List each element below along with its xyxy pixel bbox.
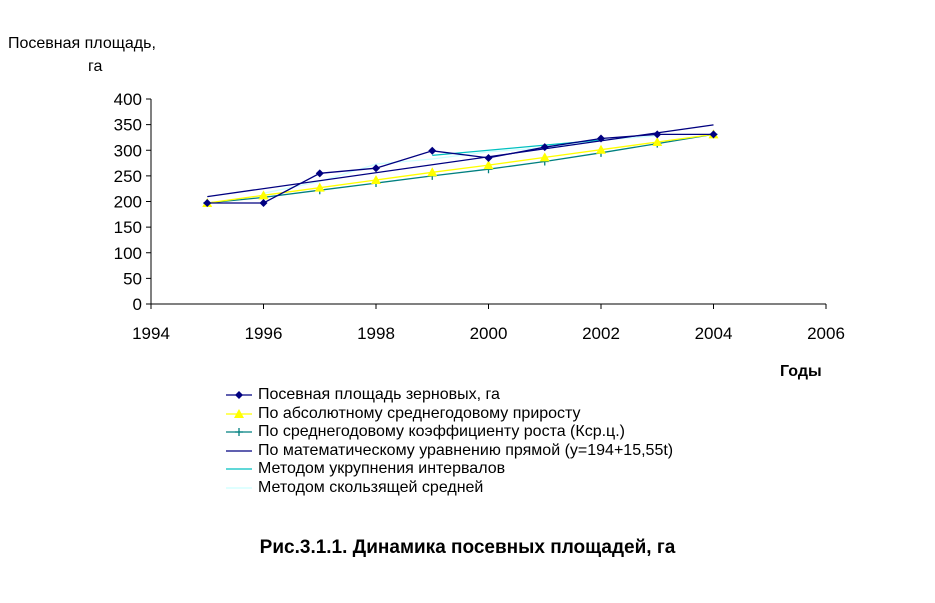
chart-series [202,124,719,208]
legend-key-2 [226,408,252,418]
legend-label: Методом укрупнения интервалов [258,460,506,477]
data-point [484,153,493,162]
data-point [371,174,381,184]
y-tick-label: 350 [114,116,142,135]
legend-label: Методом скользящей средней [258,478,484,496]
x-axis-label: Годы [780,363,822,380]
legend-key-4 [226,450,252,452]
legend-label: По среднегодовому коэффициенту роста (Кс… [258,423,625,440]
legend-label: Посевная площадь зерновых, га [258,386,500,403]
legend-key-marker [234,408,244,418]
series-6 [263,135,658,194]
chart-axes: 0 50 100 150 200 250 300 350 400 1994 1996 1998 2000… [114,90,845,343]
legend-key-marker [235,428,243,437]
x-tick-label: 1998 [357,324,395,343]
x-tick-label: 1996 [245,324,283,343]
data-point [427,167,438,177]
legend-label: По математическому уравнению прямой (y=1… [258,441,674,459]
figure-caption: Рис.3.1.1. Динамика посевных площадей, г… [259,537,676,558]
x-tick-label: 1994 [132,324,170,343]
data-point [652,137,663,147]
series-line [207,133,714,204]
series-line [263,135,658,194]
data-point [539,152,550,162]
x-tick-label: 2000 [470,324,508,343]
x-tick-label: 2006 [807,324,845,343]
legend-key-marker [235,391,243,400]
legend-key-5 [226,468,252,470]
x-tick-label: 2004 [695,324,733,343]
y-axis-label-line-1: Посевная площадь, [8,35,156,52]
data-point [372,164,380,173]
data-point [428,146,437,155]
legend-key-6 [226,487,252,489]
legend-key-1 [226,391,252,400]
series-line [207,133,714,204]
y-tick-label: 50 [123,269,142,288]
data-point [709,130,718,139]
y-axis-label-line-2: га [88,58,103,75]
data-point [597,134,605,143]
y-tick-label: 100 [114,244,142,263]
legend-item: Методом укрупнения интервалов [226,460,673,479]
legend-item: По абсолютному среднегодовому приросту [226,405,673,424]
legend-item: По среднегодовому коэффициенту роста (Кс… [226,423,673,442]
data-point [314,182,325,192]
chart-legend: Посевная площадь зерновых, га По абсолют… [226,386,673,497]
legend-item: Посевная площадь зерновых, га [226,386,673,405]
series-1 [203,130,718,208]
legend-label: По абсолютному среднегодовому приросту [258,404,581,422]
series-line [207,133,714,204]
x-tick-label: 2002 [582,324,620,343]
legend-item: Методом скользящей средней [226,479,673,498]
y-tick-label: 0 [133,295,142,314]
data-point [540,143,549,152]
y-tick-label: 250 [114,167,142,186]
data-point [258,190,269,200]
data-point [596,144,606,154]
series-2 [202,129,719,208]
legend-key-3 [226,428,252,437]
data-point [259,199,268,208]
y-tick-label: 150 [114,218,142,237]
data-point [203,199,212,208]
data-point [315,169,324,178]
y-tick-label: 200 [114,193,142,212]
data-point [483,160,494,170]
y-tick-label: 300 [114,141,142,160]
legend-item: По математическому уравнению прямой (y=1… [226,442,673,461]
data-point [653,130,662,139]
y-tick-label: 400 [114,90,142,109]
